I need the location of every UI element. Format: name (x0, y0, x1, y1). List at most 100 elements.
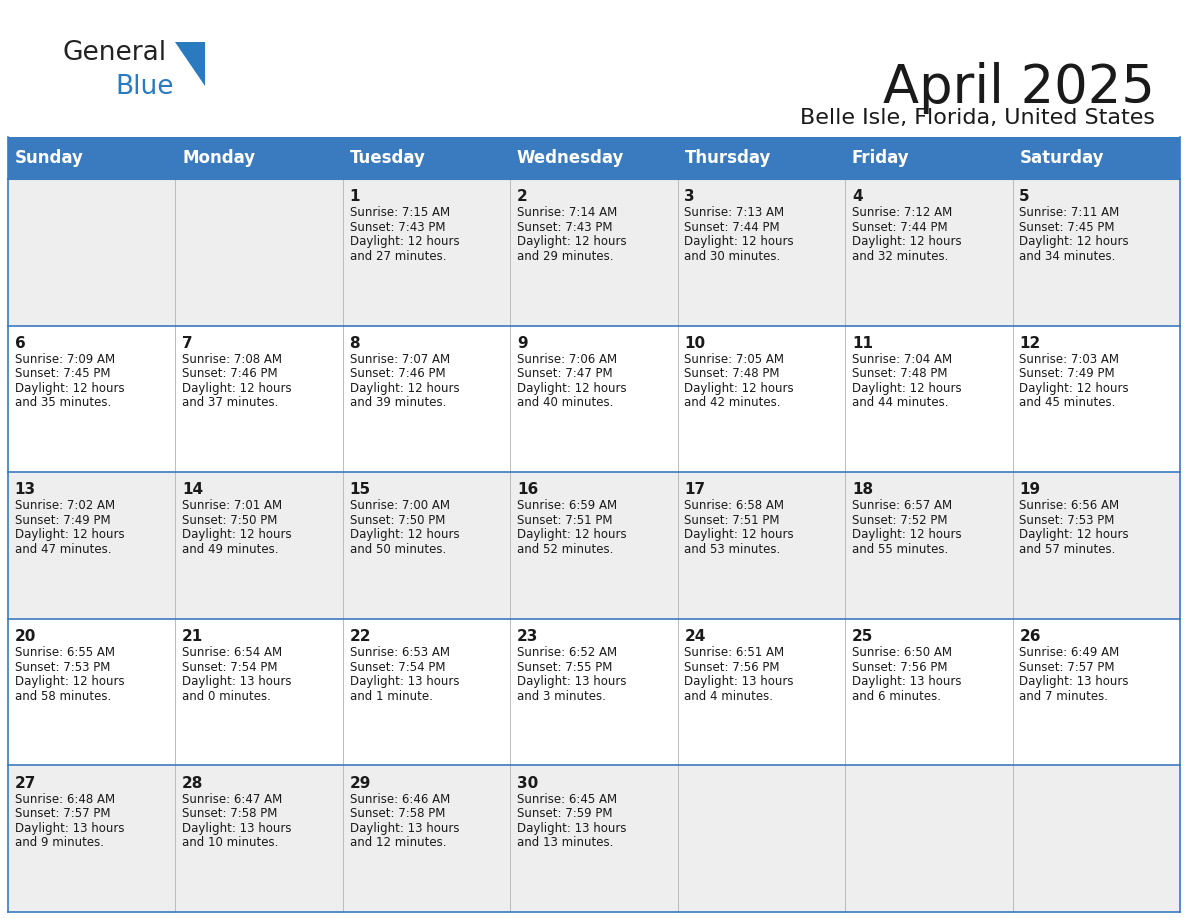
Text: Sunset: 7:53 PM: Sunset: 7:53 PM (1019, 514, 1114, 527)
Text: and 6 minutes.: and 6 minutes. (852, 689, 941, 702)
Text: Daylight: 12 hours: Daylight: 12 hours (14, 675, 125, 688)
Text: and 4 minutes.: and 4 minutes. (684, 689, 773, 702)
Text: and 1 minute.: and 1 minute. (349, 689, 432, 702)
Text: Sunrise: 6:54 AM: Sunrise: 6:54 AM (182, 646, 283, 659)
Text: Sunrise: 7:05 AM: Sunrise: 7:05 AM (684, 353, 784, 366)
Text: Sunset: 7:58 PM: Sunset: 7:58 PM (349, 807, 446, 820)
Text: Sunrise: 7:12 AM: Sunrise: 7:12 AM (852, 207, 952, 219)
Text: Belle Isle, Florida, United States: Belle Isle, Florida, United States (800, 108, 1155, 128)
Text: Sunset: 7:47 PM: Sunset: 7:47 PM (517, 367, 613, 380)
Text: Sunrise: 7:07 AM: Sunrise: 7:07 AM (349, 353, 450, 366)
Text: Saturday: Saturday (1019, 149, 1104, 167)
Text: 6: 6 (14, 336, 25, 351)
Text: Sunrise: 7:06 AM: Sunrise: 7:06 AM (517, 353, 617, 366)
Text: Sunrise: 6:49 AM: Sunrise: 6:49 AM (1019, 646, 1119, 659)
Text: 24: 24 (684, 629, 706, 644)
Text: Daylight: 13 hours: Daylight: 13 hours (1019, 675, 1129, 688)
Text: Sunset: 7:44 PM: Sunset: 7:44 PM (852, 220, 948, 234)
Text: Daylight: 13 hours: Daylight: 13 hours (349, 675, 459, 688)
Text: Daylight: 12 hours: Daylight: 12 hours (684, 235, 794, 248)
Text: 20: 20 (14, 629, 36, 644)
Text: 19: 19 (1019, 483, 1041, 498)
Text: and 30 minutes.: and 30 minutes. (684, 250, 781, 263)
Text: 12: 12 (1019, 336, 1041, 351)
Bar (176, 137, 343, 179)
Text: 2: 2 (517, 189, 527, 205)
Text: and 55 minutes.: and 55 minutes. (852, 543, 948, 556)
Text: Friday: Friday (852, 149, 910, 167)
Text: 25: 25 (852, 629, 873, 644)
Text: and 3 minutes.: and 3 minutes. (517, 689, 606, 702)
Text: Sunrise: 6:52 AM: Sunrise: 6:52 AM (517, 646, 617, 659)
Text: Daylight: 13 hours: Daylight: 13 hours (182, 675, 291, 688)
Text: 29: 29 (349, 776, 371, 790)
Text: Daylight: 12 hours: Daylight: 12 hours (349, 529, 460, 542)
Text: 13: 13 (14, 483, 36, 498)
Text: Sunset: 7:58 PM: Sunset: 7:58 PM (182, 807, 278, 820)
Text: April 2025: April 2025 (883, 62, 1155, 114)
Text: Sunrise: 7:03 AM: Sunrise: 7:03 AM (1019, 353, 1119, 366)
Text: Daylight: 12 hours: Daylight: 12 hours (182, 382, 292, 395)
Text: Sunset: 7:48 PM: Sunset: 7:48 PM (852, 367, 947, 380)
Text: Sunrise: 7:15 AM: Sunrise: 7:15 AM (349, 207, 450, 219)
Text: Sunrise: 7:08 AM: Sunrise: 7:08 AM (182, 353, 282, 366)
Text: Sunset: 7:56 PM: Sunset: 7:56 PM (852, 661, 947, 674)
Text: Sunset: 7:49 PM: Sunset: 7:49 PM (14, 514, 110, 527)
Text: General: General (62, 40, 166, 66)
Text: Daylight: 13 hours: Daylight: 13 hours (182, 822, 291, 834)
Text: Sunset: 7:45 PM: Sunset: 7:45 PM (1019, 220, 1114, 234)
Text: Sunset: 7:44 PM: Sunset: 7:44 PM (684, 220, 781, 234)
Text: Sunrise: 7:04 AM: Sunrise: 7:04 AM (852, 353, 952, 366)
Polygon shape (175, 42, 206, 86)
Text: Sunset: 7:54 PM: Sunset: 7:54 PM (182, 661, 278, 674)
Text: 15: 15 (349, 483, 371, 498)
Text: 16: 16 (517, 483, 538, 498)
Text: Sunday: Sunday (14, 149, 83, 167)
Text: 23: 23 (517, 629, 538, 644)
Text: and 39 minutes.: and 39 minutes. (349, 397, 446, 409)
Text: Sunrise: 6:56 AM: Sunrise: 6:56 AM (1019, 499, 1119, 512)
Bar (845, 137, 1012, 179)
Text: and 35 minutes.: and 35 minutes. (14, 397, 110, 409)
Text: Sunset: 7:46 PM: Sunset: 7:46 PM (349, 367, 446, 380)
Text: Daylight: 12 hours: Daylight: 12 hours (1019, 235, 1129, 248)
Text: Sunrise: 7:14 AM: Sunrise: 7:14 AM (517, 207, 618, 219)
Text: and 45 minutes.: and 45 minutes. (1019, 397, 1116, 409)
Text: Wednesday: Wednesday (517, 149, 625, 167)
Text: Daylight: 12 hours: Daylight: 12 hours (852, 382, 961, 395)
Text: 5: 5 (1019, 189, 1030, 205)
Text: and 27 minutes.: and 27 minutes. (349, 250, 446, 263)
Text: Sunset: 7:46 PM: Sunset: 7:46 PM (182, 367, 278, 380)
Bar (8, 619, 1180, 766)
Text: and 0 minutes.: and 0 minutes. (182, 689, 271, 702)
Text: Daylight: 12 hours: Daylight: 12 hours (684, 382, 794, 395)
Text: Sunrise: 7:13 AM: Sunrise: 7:13 AM (684, 207, 784, 219)
Text: 4: 4 (852, 189, 862, 205)
Text: Sunrise: 7:11 AM: Sunrise: 7:11 AM (1019, 207, 1119, 219)
Text: Sunset: 7:53 PM: Sunset: 7:53 PM (14, 661, 110, 674)
Text: 14: 14 (182, 483, 203, 498)
Text: Sunset: 7:45 PM: Sunset: 7:45 PM (14, 367, 110, 380)
Text: Daylight: 13 hours: Daylight: 13 hours (349, 822, 459, 834)
Bar (1012, 137, 1180, 179)
Text: Sunrise: 7:00 AM: Sunrise: 7:00 AM (349, 499, 449, 512)
Text: Daylight: 12 hours: Daylight: 12 hours (349, 235, 460, 248)
Text: and 7 minutes.: and 7 minutes. (1019, 689, 1108, 702)
Text: Sunset: 7:55 PM: Sunset: 7:55 PM (517, 661, 612, 674)
Text: 10: 10 (684, 336, 706, 351)
Text: Sunrise: 6:59 AM: Sunrise: 6:59 AM (517, 499, 617, 512)
Text: and 49 minutes.: and 49 minutes. (182, 543, 279, 556)
Text: Sunrise: 6:48 AM: Sunrise: 6:48 AM (14, 792, 115, 806)
Text: and 32 minutes.: and 32 minutes. (852, 250, 948, 263)
Text: Sunset: 7:48 PM: Sunset: 7:48 PM (684, 367, 779, 380)
Text: and 52 minutes.: and 52 minutes. (517, 543, 613, 556)
Text: and 29 minutes.: and 29 minutes. (517, 250, 613, 263)
Text: Daylight: 12 hours: Daylight: 12 hours (1019, 382, 1129, 395)
Text: Daylight: 12 hours: Daylight: 12 hours (349, 382, 460, 395)
Bar (343, 137, 511, 179)
Text: Sunrise: 6:55 AM: Sunrise: 6:55 AM (14, 646, 115, 659)
Text: Thursday: Thursday (684, 149, 771, 167)
Text: 21: 21 (182, 629, 203, 644)
Text: and 40 minutes.: and 40 minutes. (517, 397, 613, 409)
Text: and 58 minutes.: and 58 minutes. (14, 689, 110, 702)
